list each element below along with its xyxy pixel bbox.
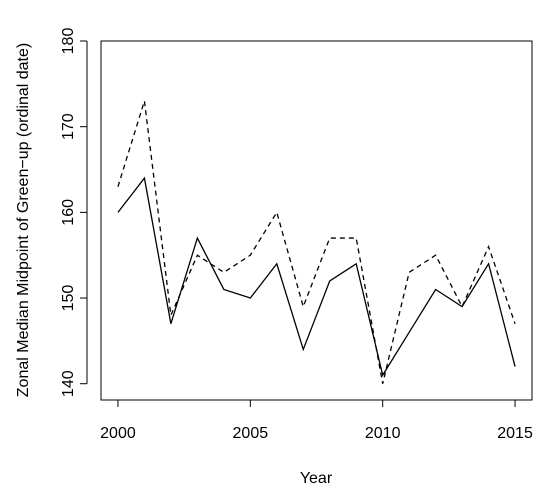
y-tick-label: 150	[60, 285, 77, 312]
series-line	[117, 176, 516, 377]
x-axis-title: Year	[300, 470, 333, 487]
y-tick-label: 140	[60, 370, 77, 397]
x-tick-label: 2005	[233, 425, 269, 442]
series-line	[117, 100, 516, 384]
plot-box	[100, 40, 533, 401]
x-tick-label: 2015	[497, 425, 533, 442]
y-axis-title: Zonal Median Midpoint of Green−up (ordin…	[15, 43, 32, 397]
x-tick-label: 2000	[100, 425, 136, 442]
y-tick-label: 180	[60, 28, 77, 55]
x-tick-label: 2010	[365, 425, 401, 442]
y-tick-label: 170	[60, 113, 77, 140]
y-tick-label: 160	[60, 199, 77, 226]
